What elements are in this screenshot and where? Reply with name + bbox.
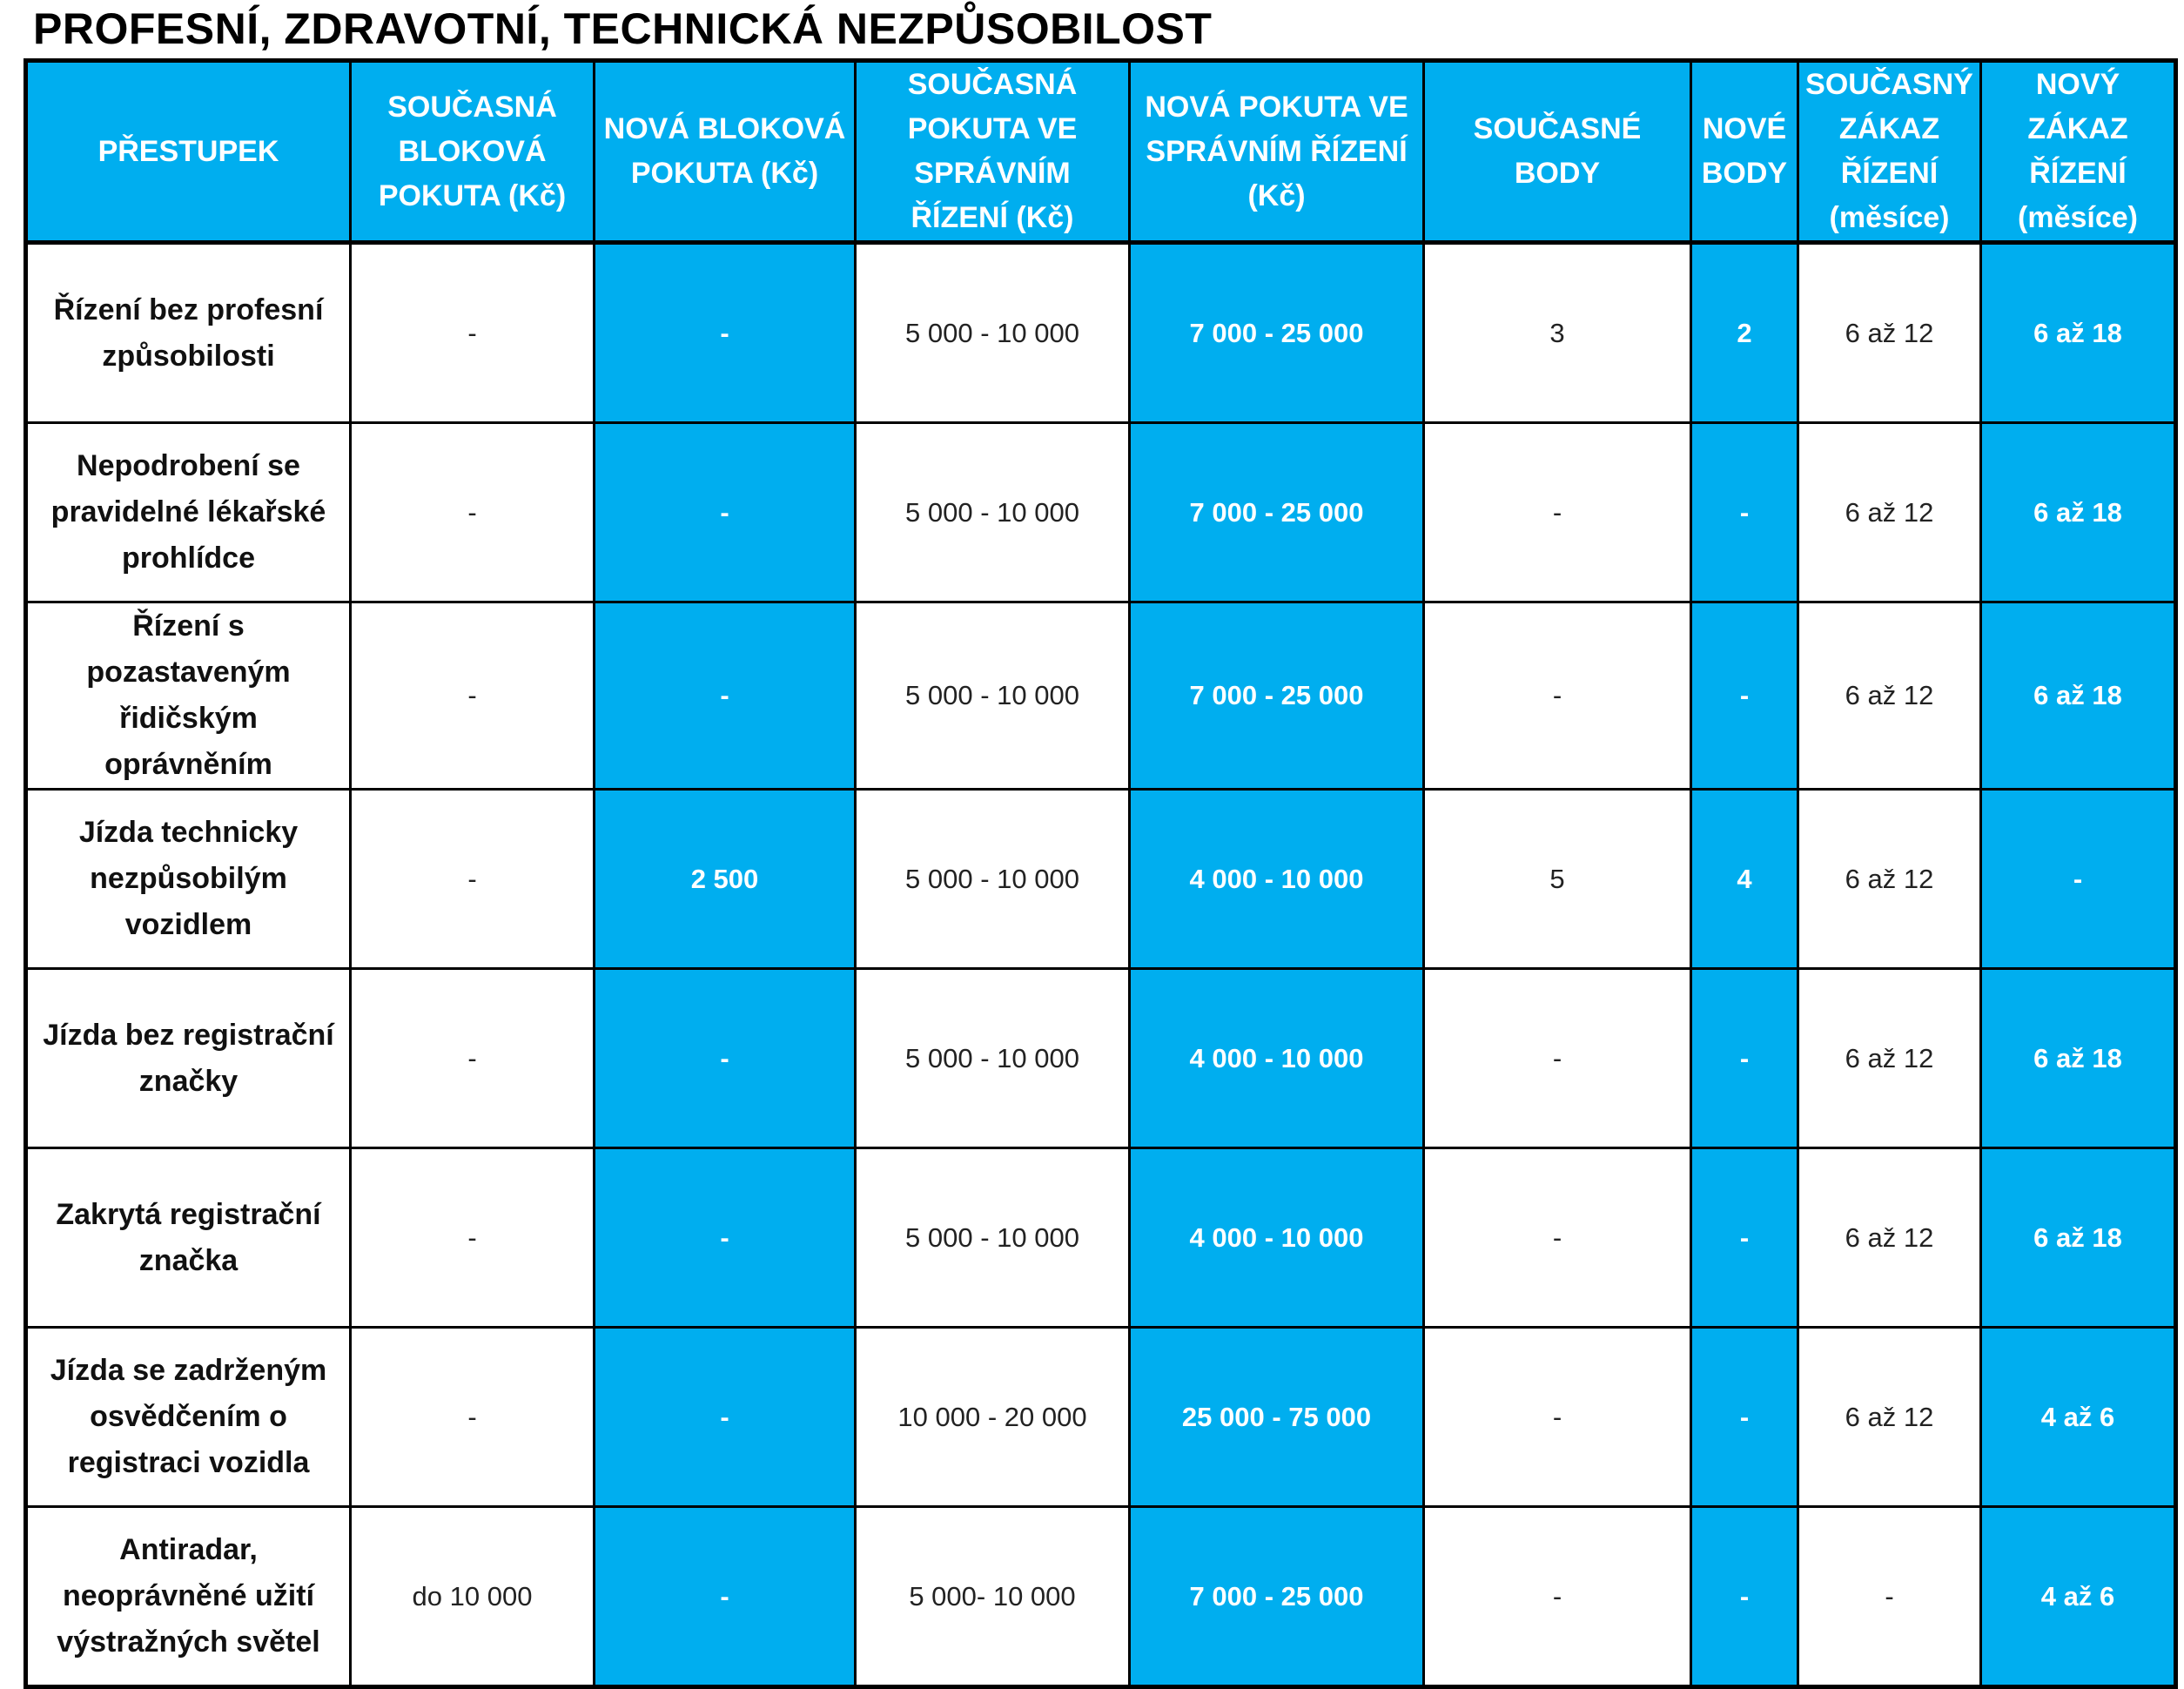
header-offense: PŘESTUPEK	[24, 59, 352, 245]
new-block-fine-cell: -	[593, 1326, 857, 1508]
offense-cell: Nepodrobení se pravidelné lékařské prohl…	[24, 421, 352, 603]
new-driving-ban-cell: 6 až 18	[1979, 421, 2177, 603]
current-admin-fine-cell: 10 000 - 20 000	[854, 1326, 1131, 1508]
offense-cell: Jízda se zadrženým osvědčením o registra…	[24, 1326, 352, 1508]
new-points-cell: 4	[1690, 788, 1799, 970]
new-points-cell: -	[1690, 1147, 1799, 1329]
new-points-cell: -	[1690, 1326, 1799, 1508]
current-driving-ban-cell: 6 až 12	[1797, 1326, 1982, 1508]
new-admin-fine-cell: 7 000 - 25 000	[1128, 421, 1425, 603]
new-block-fine-cell: -	[593, 1147, 857, 1329]
offense-cell: Jízda technicky nezpůsobilým vozidlem	[24, 788, 352, 970]
new-points-cell: -	[1690, 1505, 1799, 1688]
current-admin-fine-cell: 5 000 - 10 000	[854, 788, 1131, 970]
new-admin-fine-cell: 7 000 - 25 000	[1128, 241, 1425, 424]
current-block-fine-cell: -	[349, 1326, 595, 1508]
new-admin-fine-cell: 4 000 - 10 000	[1128, 1147, 1425, 1329]
table-row: Jízda technicky nezpůsobilým vozidlem - …	[24, 788, 2177, 970]
current-admin-fine-cell: 5 000 - 10 000	[854, 421, 1131, 603]
current-driving-ban-cell: 6 až 12	[1797, 788, 1982, 970]
fines-table: PŘESTUPEK SOUČASNÁ BLOKOVÁ POKUTA (Kč) N…	[24, 58, 2178, 1689]
table-row: Nepodrobení se pravidelné lékařské prohl…	[24, 421, 2177, 603]
offense-cell: Řízení bez profesní způsobilosti	[24, 241, 352, 424]
current-block-fine-cell: -	[349, 1147, 595, 1329]
new-driving-ban-cell: 6 až 18	[1979, 241, 2177, 424]
current-driving-ban-cell: 6 až 12	[1797, 967, 1982, 1149]
new-admin-fine-cell: 7 000 - 25 000	[1128, 1505, 1425, 1688]
current-block-fine-cell: -	[349, 788, 595, 970]
current-admin-fine-cell: 5 000 - 10 000	[854, 1147, 1131, 1329]
current-points-cell: -	[1422, 1147, 1692, 1329]
current-points-cell: -	[1422, 1326, 1692, 1508]
new-driving-ban-cell: 6 až 18	[1979, 967, 2177, 1149]
header-new-block-fine: NOVÁ BLOKOVÁ POKUTA (Kč)	[593, 59, 857, 245]
current-driving-ban-cell: 6 až 12	[1797, 241, 1982, 424]
table-row: Řízení bez profesní způsobilosti - - 5 0…	[24, 241, 2177, 424]
header-current-points: SOUČASNÉ BODY	[1422, 59, 1692, 245]
current-driving-ban-cell: 6 až 12	[1797, 421, 1982, 603]
current-admin-fine-cell: 5 000 - 10 000	[854, 241, 1131, 424]
offense-cell: Zakrytá registrační značka	[24, 1147, 352, 1329]
header-new-points: NOVÉ BODY	[1690, 59, 1799, 245]
new-admin-fine-cell: 4 000 - 10 000	[1128, 967, 1425, 1149]
current-points-cell: -	[1422, 421, 1692, 603]
table-row: Antiradar, neoprávněné užití výstražných…	[24, 1505, 2177, 1688]
header-current-admin-fine: SOUČASNÁ POKUTA VE SPRÁVNÍM ŘÍZENÍ (Kč)	[854, 59, 1131, 245]
new-points-cell: -	[1690, 601, 1799, 791]
header-new-admin-fine: NOVÁ POKUTA VE SPRÁVNÍM ŘÍZENÍ (Kč)	[1128, 59, 1425, 245]
offense-cell: Jízda bez registrační značky	[24, 967, 352, 1149]
page-title: PROFESNÍ, ZDRAVOTNÍ, TECHNICKÁ NEZPŮSOBI…	[33, 4, 1213, 53]
current-block-fine-cell: -	[349, 421, 595, 603]
current-points-cell: -	[1422, 967, 1692, 1149]
table-row: Jízda bez registrační značky - - 5 000 -…	[24, 967, 2177, 1149]
table-row: Zakrytá registrační značka - - 5 000 - 1…	[24, 1147, 2177, 1329]
current-points-cell: 5	[1422, 788, 1692, 970]
header-new-driving-ban: NOVÝ ZÁKAZ ŘÍZENÍ (měsíce)	[1979, 59, 2177, 245]
current-points-cell: -	[1422, 601, 1692, 791]
new-admin-fine-cell: 4 000 - 10 000	[1128, 788, 1425, 970]
new-admin-fine-cell: 25 000 - 75 000	[1128, 1326, 1425, 1508]
new-block-fine-cell: 2 500	[593, 788, 857, 970]
current-block-fine-cell: -	[349, 241, 595, 424]
offense-cell: Řízení s pozastaveným řidičským oprávněn…	[24, 601, 352, 791]
current-block-fine-cell: -	[349, 601, 595, 791]
table-row: Jízda se zadrženým osvědčením o registra…	[24, 1326, 2177, 1508]
current-block-fine-cell: do 10 000	[349, 1505, 595, 1688]
new-points-cell: 2	[1690, 241, 1799, 424]
new-block-fine-cell: -	[593, 967, 857, 1149]
new-block-fine-cell: -	[593, 241, 857, 424]
header-current-block-fine: SOUČASNÁ BLOKOVÁ POKUTA (Kč)	[349, 59, 595, 245]
current-admin-fine-cell: 5 000 - 10 000	[854, 967, 1131, 1149]
new-driving-ban-cell: 6 až 18	[1979, 601, 2177, 791]
new-points-cell: -	[1690, 967, 1799, 1149]
current-driving-ban-cell: 6 až 12	[1797, 1147, 1982, 1329]
new-driving-ban-cell: 4 až 6	[1979, 1326, 2177, 1508]
new-block-fine-cell: -	[593, 1505, 857, 1688]
current-admin-fine-cell: 5 000- 10 000	[854, 1505, 1131, 1688]
new-block-fine-cell: -	[593, 421, 857, 603]
new-driving-ban-cell: -	[1979, 788, 2177, 970]
new-admin-fine-cell: 7 000 - 25 000	[1128, 601, 1425, 791]
new-driving-ban-cell: 6 až 18	[1979, 1147, 2177, 1329]
header-current-driving-ban: SOUČASNÝ ZÁKAZ ŘÍZENÍ (měsíce)	[1797, 59, 1982, 245]
current-block-fine-cell: -	[349, 967, 595, 1149]
new-driving-ban-cell: 4 až 6	[1979, 1505, 2177, 1688]
header-row: PŘESTUPEK SOUČASNÁ BLOKOVÁ POKUTA (Kč) N…	[24, 59, 2177, 245]
new-points-cell: -	[1690, 421, 1799, 603]
current-admin-fine-cell: 5 000 - 10 000	[854, 601, 1131, 791]
current-points-cell: -	[1422, 1505, 1692, 1688]
current-driving-ban-cell: 6 až 12	[1797, 601, 1982, 791]
new-block-fine-cell: -	[593, 601, 857, 791]
current-driving-ban-cell: -	[1797, 1505, 1982, 1688]
table-row: Řízení s pozastaveným řidičským oprávněn…	[24, 601, 2177, 791]
offense-cell: Antiradar, neoprávněné užití výstražných…	[24, 1505, 352, 1688]
current-points-cell: 3	[1422, 241, 1692, 424]
